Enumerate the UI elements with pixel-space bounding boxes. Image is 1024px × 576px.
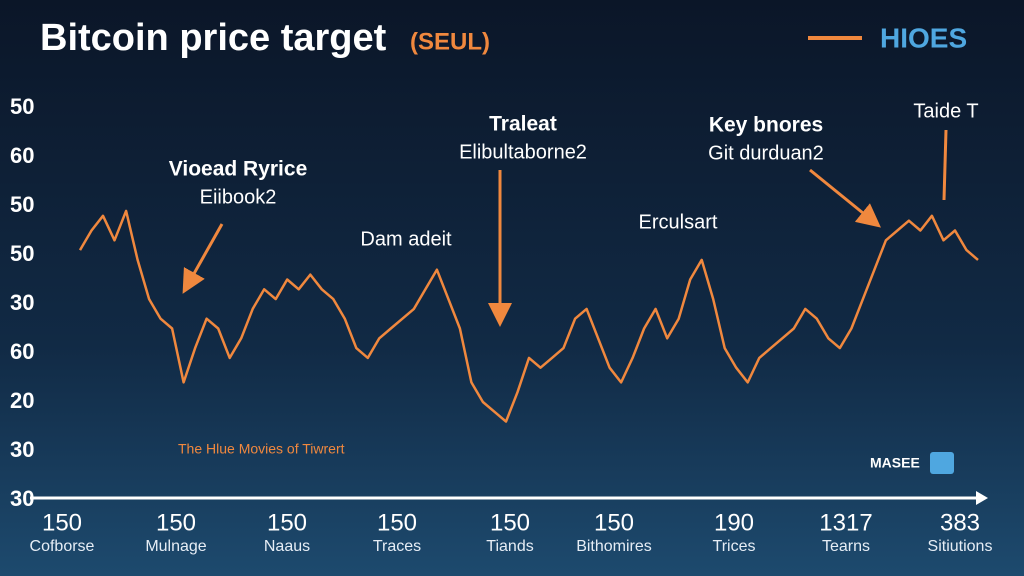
x-tick-number: 150 (490, 509, 530, 536)
annotation-text: Eiibook2 (200, 186, 277, 208)
y-tick-label: 30 (10, 486, 34, 511)
y-tick-label: 60 (10, 143, 34, 168)
y-tick-label: 50 (10, 94, 34, 119)
x-tick-label: Traces (373, 538, 421, 555)
y-tick-label: 50 (10, 241, 34, 266)
annotation-title: Key bnores (709, 114, 823, 137)
x-tick-label: Tiands (486, 538, 533, 555)
x-tick-label: Tearns (822, 538, 870, 555)
x-tick-number: 150 (267, 509, 307, 536)
annotation-text: Taide T (913, 100, 978, 122)
annotation-title: Vioead Ryrice (169, 158, 308, 181)
annotation-text: Dam adeit (360, 228, 452, 250)
annotation-text: Erculsart (639, 211, 718, 233)
x-tick-label: Bithomires (576, 538, 652, 555)
annotation-text: Git durduan2 (708, 142, 824, 164)
chart-title: Bitcoin price target (40, 17, 387, 59)
y-tick-label: 20 (10, 388, 34, 413)
annotation-title: Traleat (489, 113, 557, 136)
x-tick-label: Cofborse (30, 538, 95, 555)
y-tick-label: 30 (10, 290, 34, 315)
y-tick-label: 30 (10, 437, 34, 462)
x-tick-label: Sitiutions (928, 538, 993, 555)
y-tick-label: 60 (10, 339, 34, 364)
arrow (942, 129, 948, 201)
x-axis-arrow (976, 491, 988, 505)
x-tick-number: 150 (377, 509, 417, 536)
caption: The Hlue Movies of Tiwrert (178, 441, 345, 457)
x-tick-number: 150 (42, 509, 82, 536)
x-tick-number: 383 (940, 509, 980, 536)
x-tick-label: Trices (713, 538, 756, 555)
chart-subtitle: (SEUL) (410, 28, 490, 55)
x-tick-number: 190 (714, 509, 754, 536)
arrow (182, 223, 224, 294)
x-tick-label: Mulnage (145, 538, 206, 555)
x-tick-number: 150 (156, 509, 196, 536)
line (78, 209, 979, 423)
x-tick-number: 1317 (819, 509, 872, 536)
x-tick-number: 150 (594, 509, 634, 536)
badge-icon (930, 452, 954, 474)
y-tick-label: 50 (10, 192, 34, 217)
legend-label: HIOES (880, 22, 967, 53)
annotation-text: Elibultaborne2 (459, 141, 587, 163)
badge: MASEE (870, 455, 920, 471)
arrow (809, 168, 881, 228)
x-tick-label: Naaus (264, 538, 310, 555)
